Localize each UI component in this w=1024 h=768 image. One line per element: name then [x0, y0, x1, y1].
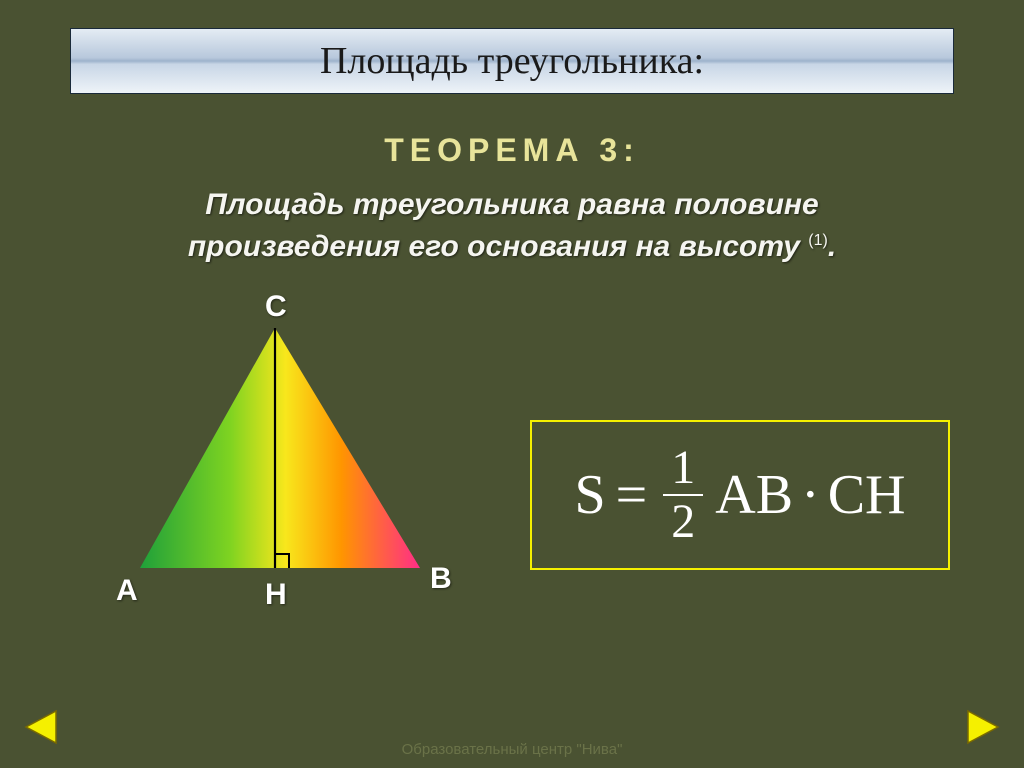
vertex-label-a: A — [116, 574, 138, 608]
theorem-line1: Площадь треугольника равна половине — [205, 188, 818, 221]
prev-slide-button[interactable] — [16, 705, 60, 754]
theorem-line2a: произведения его основания на высоту — [188, 230, 808, 263]
formula-term1: AB — [715, 463, 793, 527]
theorem-label: ТЕОРЕМА 3: — [0, 132, 1024, 169]
next-slide-button[interactable] — [964, 705, 1008, 754]
formula-box: S = 1 2 AB · CH — [530, 420, 950, 570]
vertex-label-b: B — [430, 562, 452, 596]
formula-equals: = — [616, 463, 648, 527]
vertex-label-c: C — [265, 290, 287, 324]
footer-text: Образовательный центр "Нива" — [0, 741, 1024, 758]
theorem-footnote-ref: (1) — [808, 232, 828, 249]
arrow-left-icon — [16, 705, 60, 749]
triangle-shape — [140, 328, 420, 568]
formula-numerator: 1 — [671, 444, 695, 494]
formula-denominator: 2 — [671, 496, 695, 546]
theorem-statement: Площадь треугольника равна половине прои… — [60, 184, 964, 268]
title-banner: Площадь треугольника: — [70, 28, 954, 94]
page-title: Площадь треугольника: — [320, 39, 704, 83]
arrow-right-icon — [964, 705, 1008, 749]
formula-dot: · — [801, 463, 820, 527]
triangle-diagram: C A B H — [100, 300, 450, 640]
formula-lhs: S — [575, 463, 606, 527]
formula-term2: CH — [828, 463, 906, 527]
theorem-line2b: . — [828, 230, 836, 263]
formula-fraction: 1 2 — [663, 444, 703, 546]
triangle-svg — [120, 328, 440, 588]
formula: S = 1 2 AB · CH — [575, 444, 906, 546]
vertex-label-h: H — [265, 578, 287, 612]
